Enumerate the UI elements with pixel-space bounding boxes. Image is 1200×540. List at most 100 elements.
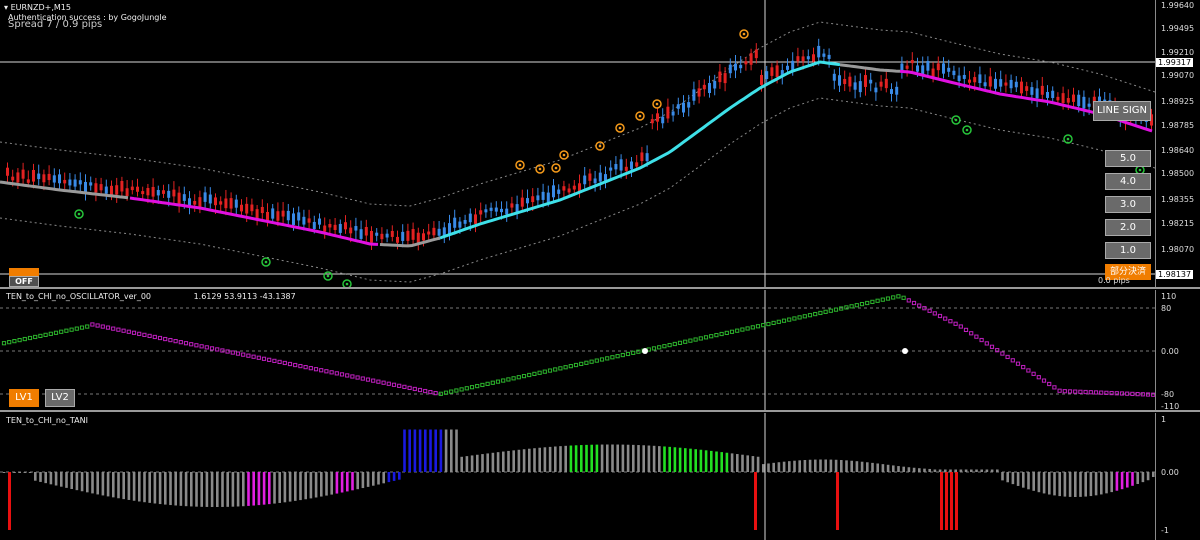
histogram-bar <box>247 472 250 506</box>
histogram-plot <box>0 413 1155 540</box>
partial-close-button[interactable]: 部分決済 <box>1105 264 1151 280</box>
oscillator-point-rising <box>693 337 698 342</box>
histogram-bar <box>595 444 599 472</box>
histogram-bar <box>699 449 703 472</box>
candle-body <box>536 195 540 201</box>
histogram-bar <box>34 472 37 481</box>
oscillator-point-falling <box>152 334 157 340</box>
candle-body <box>650 119 654 124</box>
histogram-bar <box>1079 472 1082 497</box>
candle-body <box>526 198 529 204</box>
histogram-bar <box>424 429 427 472</box>
histogram-bar <box>481 454 484 472</box>
oscillator-point-falling <box>1031 371 1036 376</box>
histogram-bar <box>663 446 666 472</box>
candle-body <box>552 185 555 198</box>
oscillator-point-rising <box>662 344 667 349</box>
oscillator-point-falling <box>194 343 199 348</box>
histogram-bar <box>1115 472 1119 491</box>
histogram-bar <box>876 463 879 472</box>
histogram-bar <box>429 429 432 472</box>
oscillator-point-rising <box>807 313 813 318</box>
lot-5-button[interactable]: 5.0 <box>1105 150 1151 167</box>
mode-toggle-button[interactable] <box>9 268 39 276</box>
histogram-bar <box>231 472 235 507</box>
lot-4-button[interactable]: 4.0 <box>1105 173 1151 190</box>
signal-bar-red <box>940 472 943 530</box>
candle-body <box>962 74 966 79</box>
signal-bar-red <box>950 472 953 530</box>
oscillator-point-rising <box>901 295 906 300</box>
histogram-bar <box>580 445 583 472</box>
pane-divider[interactable] <box>0 287 1200 289</box>
candle-body <box>219 201 223 205</box>
oscillator-point-rising <box>870 299 875 304</box>
histogram-bar <box>585 444 588 472</box>
pane-divider[interactable] <box>0 410 1200 412</box>
candle-body <box>968 79 971 83</box>
histogram-bar <box>1146 472 1150 481</box>
sell-signal-icon <box>515 160 525 170</box>
oscillator-point-falling <box>428 389 433 395</box>
histogram-bar <box>840 460 843 472</box>
histogram-bar <box>320 472 323 497</box>
histogram-bar <box>195 472 198 507</box>
oscillator-point-rising <box>85 324 90 329</box>
oscillator-point-rising <box>537 370 542 375</box>
histogram-bar <box>928 468 931 472</box>
histogram-bar <box>1016 472 1020 486</box>
oscillator-point-falling <box>105 325 111 330</box>
candle-body <box>900 63 904 71</box>
oscillator-point-falling <box>209 346 215 351</box>
candle-body <box>110 185 113 196</box>
line-sign-button[interactable]: LINE SIGN <box>1093 101 1151 121</box>
off-button[interactable]: OFF <box>9 276 39 287</box>
price-axis-tick-label: 1.99495 <box>1161 24 1195 33</box>
oscillator-point-falling <box>360 376 365 381</box>
oscillator-point-falling <box>969 331 974 336</box>
dropdown-triangle-icon[interactable]: ▾ <box>4 3 9 12</box>
oscillator-point-falling <box>355 375 360 380</box>
lot-1-button[interactable]: 1.0 <box>1105 242 1151 259</box>
candle-body <box>245 203 249 214</box>
candlestick-chart[interactable] <box>0 0 1155 287</box>
histogram-bar <box>574 445 578 472</box>
oscillator-point-falling <box>303 365 308 370</box>
oscillator-pane[interactable]: TEN_to_CHI_no_OSCILLATOR_ver_00 1.6129 5… <box>0 290 1155 410</box>
oscillator-point-rising <box>709 334 714 339</box>
oscillator-point-falling <box>220 348 225 353</box>
candle-body <box>510 203 514 208</box>
oscillator-point-falling <box>189 342 194 347</box>
lot-2-button[interactable]: 2.0 <box>1105 219 1151 236</box>
lv1-button[interactable]: LV1 <box>9 389 39 407</box>
histogram-bar <box>980 469 983 472</box>
moving-average-up <box>439 60 841 240</box>
histogram-bar <box>808 459 812 472</box>
oscillator-point-rising <box>527 372 532 378</box>
oscillator-point-falling <box>1026 368 1031 373</box>
candle-body <box>661 116 665 124</box>
histogram-bar <box>439 429 443 472</box>
histogram-bar <box>117 472 120 499</box>
oscillator-point-falling <box>365 377 371 382</box>
histogram-bar <box>949 469 952 472</box>
oscillator-point-falling <box>293 362 298 368</box>
lot-3-button[interactable]: 3.0 <box>1105 196 1151 213</box>
oscillator-point-falling <box>906 298 911 303</box>
candle-body <box>520 197 524 207</box>
lv2-button[interactable]: LV2 <box>45 389 75 407</box>
candle-body <box>266 211 269 221</box>
candle-body <box>598 172 602 182</box>
oscillator-point-rising <box>7 340 12 345</box>
candle-body <box>406 230 410 241</box>
candle-body <box>895 86 899 95</box>
tani-histogram-pane[interactable]: TEN_to_CHI_no_TANI <box>0 413 1155 540</box>
candle-body <box>411 229 415 240</box>
histogram-bar <box>1058 472 1061 497</box>
oscillator-axis-tick-label: 110 <box>1161 292 1177 301</box>
price-pane[interactable]: ▾ EURNZD+,M15 Authentication success : b… <box>0 0 1155 287</box>
oscillator-point-falling <box>261 356 267 361</box>
oscillator-point-rising <box>480 382 485 388</box>
candle-body <box>198 197 202 207</box>
tani-axis: 1 0.00 -1 <box>1155 413 1200 540</box>
